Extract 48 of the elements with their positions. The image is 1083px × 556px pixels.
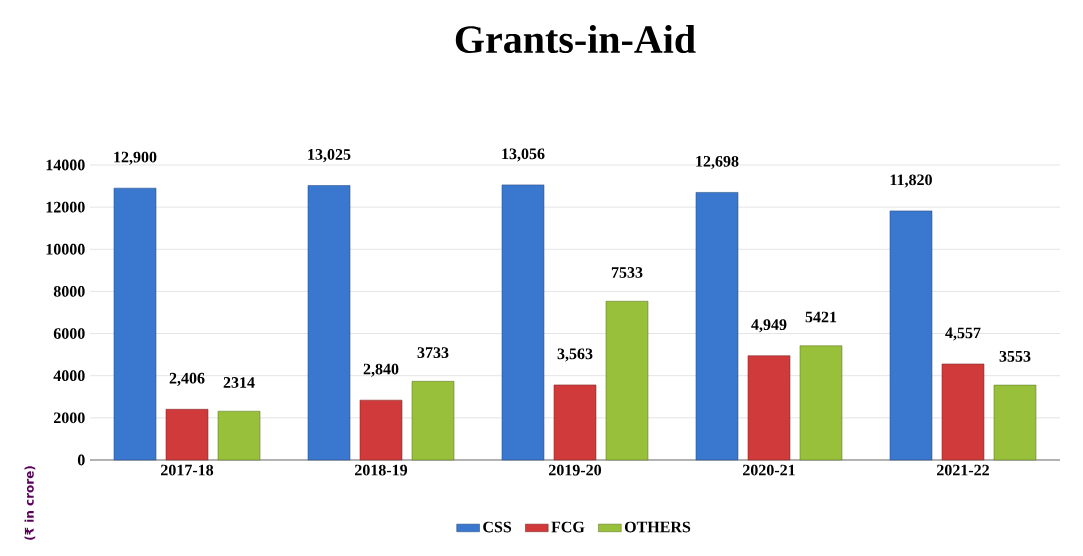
data-label: 2,840 xyxy=(363,363,399,377)
y-tick-label: 0 xyxy=(77,454,85,466)
bar xyxy=(553,384,597,461)
data-label: 4,557 xyxy=(945,327,981,341)
x-tick-label: 2018-19 xyxy=(355,464,408,476)
data-label: 13,056 xyxy=(502,148,545,162)
y-tick-label: 10000 xyxy=(46,243,85,255)
data-label: 4,949 xyxy=(751,319,787,333)
bar xyxy=(217,410,261,461)
data-label: 12,698 xyxy=(696,155,739,170)
x-tick-label: 2019-20 xyxy=(549,464,602,476)
y-tick-label: 2000 xyxy=(53,412,85,424)
y-tick-label: 6000 xyxy=(53,328,85,339)
data-label: 2,406 xyxy=(169,372,205,386)
bar xyxy=(411,381,455,461)
y-tick-label: 4000 xyxy=(53,370,85,382)
chart-title: Grants-in-Aid xyxy=(455,24,696,54)
bar xyxy=(993,384,1037,461)
y-axis-title: (₹ in crore) xyxy=(24,466,36,540)
legend-label: FCG xyxy=(551,521,585,533)
data-label: 2314 xyxy=(223,377,255,388)
bar xyxy=(113,187,157,461)
data-label: 5421 xyxy=(805,311,837,323)
bar xyxy=(165,409,209,461)
bar xyxy=(799,345,843,461)
bar xyxy=(941,363,985,461)
data-label: 3,563 xyxy=(557,348,593,362)
legend-label: CSS xyxy=(483,521,512,533)
y-tick-label: 12000 xyxy=(46,201,85,213)
bar xyxy=(889,210,933,461)
bar xyxy=(307,185,351,461)
bar xyxy=(747,355,791,461)
data-label: 13,025 xyxy=(308,149,351,163)
data-label: 3553 xyxy=(999,350,1031,362)
x-tick-label: 2017-18 xyxy=(161,464,214,476)
bar xyxy=(605,300,649,461)
legend-label: OTHERS xyxy=(624,521,691,533)
y-tick-label: 14000 xyxy=(46,159,85,171)
x-tick-label: 2020-21 xyxy=(743,464,795,476)
data-label: 7533 xyxy=(611,267,643,278)
bar xyxy=(695,192,739,461)
x-tick-label: 2021-22 xyxy=(937,464,989,476)
y-tick-label: 8000 xyxy=(53,286,85,297)
data-label: 12,900 xyxy=(114,151,157,165)
data-label: 3733 xyxy=(417,347,449,358)
bar xyxy=(501,184,545,461)
bar xyxy=(359,399,403,461)
data-label: 11,820 xyxy=(890,174,932,188)
